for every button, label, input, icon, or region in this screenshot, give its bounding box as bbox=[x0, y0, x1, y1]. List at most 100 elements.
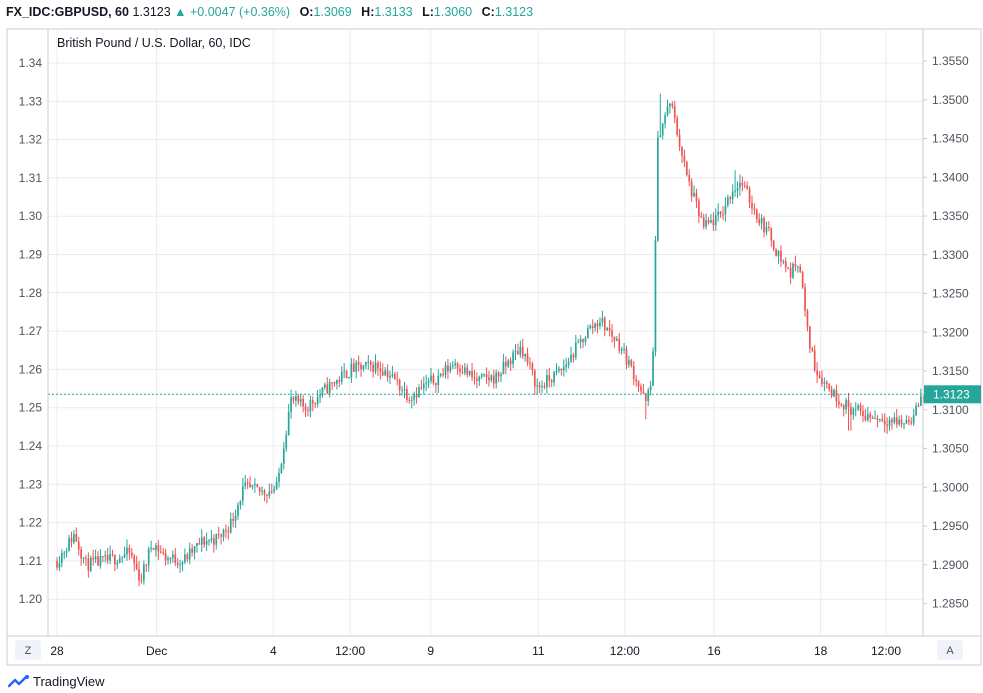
time-axis[interactable]: 28 Dec 4 12:00 9 11 12:00 16 18 12:00 bbox=[50, 644, 901, 658]
candle-body bbox=[196, 543, 198, 547]
candle-body bbox=[587, 328, 589, 338]
candle-body bbox=[765, 226, 768, 233]
candle-body bbox=[473, 377, 476, 379]
candle-body bbox=[567, 362, 570, 365]
candle-body bbox=[68, 537, 70, 551]
candle-body bbox=[649, 385, 652, 391]
a-button-label[interactable]: A bbox=[946, 645, 954, 657]
candle-body bbox=[806, 310, 809, 327]
candle-body bbox=[512, 352, 514, 365]
candle-body bbox=[159, 551, 162, 553]
candle-body bbox=[471, 370, 473, 378]
open-value: 1.3069 bbox=[313, 5, 352, 19]
candle-body bbox=[273, 489, 276, 492]
candle-body bbox=[396, 379, 399, 381]
candle-body bbox=[920, 396, 922, 406]
left-tick-label: 1.24 bbox=[19, 439, 43, 453]
candle-body bbox=[705, 220, 707, 227]
candle-body bbox=[700, 216, 703, 218]
right-tick-label: 1.3400 bbox=[932, 170, 969, 184]
candle-body bbox=[222, 529, 225, 537]
candle-body bbox=[905, 419, 908, 424]
candle-body bbox=[266, 494, 268, 496]
right-tick-label: 1.3450 bbox=[932, 132, 969, 146]
candle-body bbox=[835, 390, 838, 402]
candle-body bbox=[145, 564, 148, 566]
candle-body bbox=[630, 360, 633, 366]
candle-body bbox=[495, 372, 498, 384]
symbol-header: FX_IDC:GBPUSD, 60 1.3123 ▲ +0.0047 (+0.3… bbox=[0, 0, 983, 24]
left-tick-label: 1.28 bbox=[19, 286, 43, 300]
candle-body bbox=[118, 558, 121, 563]
candle-body bbox=[227, 531, 230, 533]
candle-body bbox=[577, 342, 580, 344]
candle-body bbox=[369, 361, 372, 365]
left-price-axis[interactable]: 1.34 1.33 1.32 1.31 1.30 1.29 1.28 1.27 1.26 1.25… bbox=[19, 56, 43, 606]
candle-body bbox=[377, 362, 379, 369]
candle-body bbox=[116, 562, 119, 565]
left-tick-label: 1.25 bbox=[19, 401, 43, 415]
candle-body bbox=[751, 202, 753, 209]
price-chart[interactable]: 1.34 1.33 1.32 1.31 1.30 1.29 1.28 1.27 1.26 1.25… bbox=[0, 24, 983, 670]
candle-body bbox=[842, 404, 845, 410]
candle-body bbox=[420, 387, 423, 389]
close-value: 1.3123 bbox=[494, 5, 534, 19]
tradingview-logo-icon bbox=[8, 675, 29, 688]
candle-body bbox=[813, 350, 816, 371]
last-price-badge-bg bbox=[924, 385, 981, 404]
candle-body bbox=[509, 360, 512, 365]
last-price-badge-text: 1.3123 bbox=[933, 387, 970, 401]
a-button-bg[interactable] bbox=[937, 640, 963, 660]
candle-body bbox=[796, 266, 799, 268]
candle-body bbox=[603, 317, 606, 331]
candle-body bbox=[205, 541, 208, 545]
candle-body bbox=[316, 396, 319, 404]
candle-body bbox=[454, 363, 457, 366]
candle-body bbox=[743, 185, 746, 187]
z-button-bg[interactable] bbox=[15, 640, 41, 660]
auto-scale-left-button[interactable]: Z bbox=[15, 640, 41, 660]
auto-scale-right-button[interactable]: A bbox=[937, 640, 963, 660]
candle-body bbox=[519, 346, 522, 355]
candle-body bbox=[591, 326, 594, 328]
candle-body bbox=[514, 351, 517, 353]
candle-body bbox=[249, 483, 251, 487]
candle-body bbox=[215, 534, 218, 545]
candle-body bbox=[418, 387, 420, 398]
candle-body bbox=[775, 249, 777, 256]
candle-body bbox=[82, 557, 85, 559]
low-value: 1.3060 bbox=[433, 5, 473, 19]
tradingview-brand[interactable]: TradingView bbox=[33, 674, 105, 689]
candle-body bbox=[881, 419, 884, 421]
candle-body bbox=[213, 538, 215, 545]
right-price-axis[interactable]: 1.3550 1.3500 1.3450 1.3400 1.3350 1.3300 1.32… bbox=[923, 54, 969, 611]
candle-body bbox=[584, 337, 587, 342]
candle-body bbox=[391, 373, 394, 376]
candle-body bbox=[876, 418, 879, 421]
right-tick-label: 1.3200 bbox=[932, 325, 969, 339]
candle-body bbox=[270, 491, 273, 493]
candle-body bbox=[437, 375, 440, 386]
candle-body bbox=[637, 381, 640, 387]
candle-body bbox=[179, 564, 181, 566]
left-tick-label: 1.23 bbox=[19, 477, 43, 491]
candle-body bbox=[372, 364, 374, 372]
candle-body bbox=[65, 550, 68, 553]
candle-body bbox=[367, 361, 370, 363]
candle-body bbox=[582, 338, 584, 342]
candle-body bbox=[162, 552, 165, 554]
candle-series bbox=[56, 93, 925, 587]
candle-body bbox=[138, 568, 140, 581]
candle-body bbox=[208, 540, 210, 542]
candle-body bbox=[350, 363, 353, 377]
candle-body bbox=[669, 103, 671, 107]
candle-body bbox=[410, 399, 413, 401]
candle-body bbox=[143, 564, 145, 581]
candle-body bbox=[683, 155, 686, 162]
candle-body bbox=[695, 192, 698, 201]
time-tick-label: 28 bbox=[50, 644, 64, 658]
candle-body bbox=[193, 546, 196, 553]
candle-body bbox=[258, 487, 261, 492]
z-button-label[interactable]: Z bbox=[25, 645, 32, 657]
candle-body bbox=[746, 185, 748, 189]
